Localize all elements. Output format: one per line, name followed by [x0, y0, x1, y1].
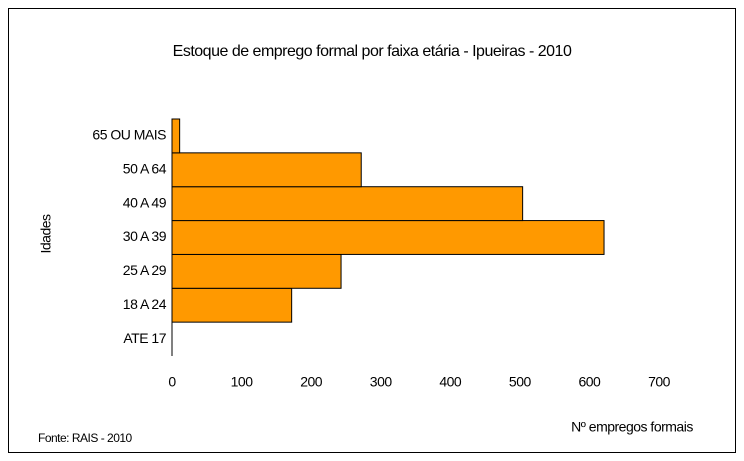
- y-tick-label: 40 A 49: [123, 194, 167, 210]
- y-tick-label: 18 A 24: [123, 296, 167, 312]
- bar: [171, 118, 181, 154]
- x-tick-label: 300: [370, 374, 393, 390]
- x-tick-label: 200: [300, 374, 323, 390]
- x-tick-label: 600: [578, 374, 601, 390]
- x-axis-title: Nº empregos formais: [571, 419, 693, 435]
- source-note: Fonte: RAIS - 2010: [38, 431, 133, 445]
- x-tick-label: 400: [439, 374, 462, 390]
- bar: [171, 186, 524, 222]
- x-tick-label: 0: [168, 374, 176, 390]
- bar: [171, 220, 605, 255]
- y-tick-label: 50 A 64: [123, 160, 167, 176]
- x-tick-label: 100: [231, 374, 254, 390]
- y-tick-label: ATE 17: [123, 330, 166, 346]
- x-tick-label: 500: [509, 374, 532, 390]
- bar: [171, 152, 362, 188]
- y-tick-label: 30 A 39: [123, 228, 167, 244]
- x-tick-label: 700: [648, 374, 671, 390]
- y-tick-label: 65 OU MAIS: [92, 127, 166, 143]
- bar: [171, 253, 342, 289]
- chart-title: Estoque de emprego formal por faixa etár…: [173, 43, 572, 60]
- bar: [171, 287, 293, 323]
- y-axis-title: Idades: [38, 214, 54, 254]
- y-tick-label: 25 A 29: [123, 262, 167, 278]
